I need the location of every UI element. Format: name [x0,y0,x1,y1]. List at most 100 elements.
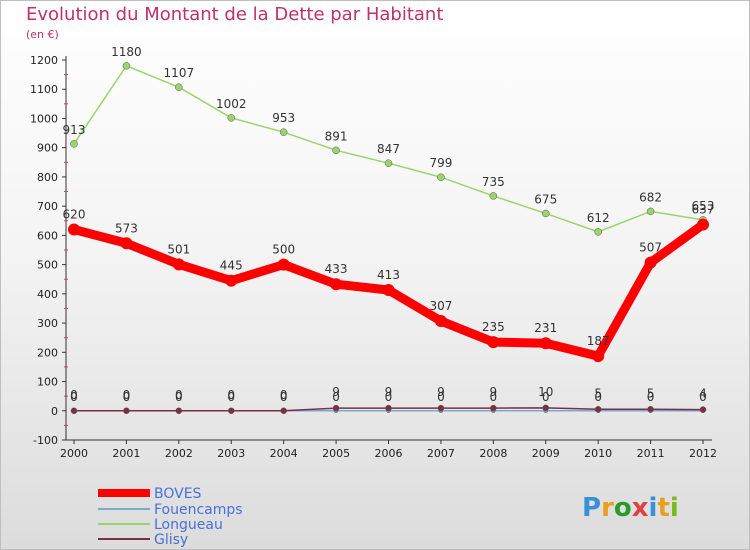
data-label-fouencamps: 0 [280,390,288,404]
data-point-boves [330,278,343,291]
data-point-longueau [70,140,78,148]
data-point-boves [172,258,185,271]
data-label-fouencamps: 0 [542,390,550,404]
y-tick-label: 100 [37,376,58,389]
y-tick-label: -100 [33,434,58,447]
proxiti-logo: Proxiti [582,493,679,523]
data-label-fouencamps: 0 [70,390,78,404]
data-label-glisy: 9 [437,385,445,399]
data-label-glisy: 5 [594,386,602,400]
y-tick-label: 500 [37,259,58,272]
data-label-boves: 445 [220,259,243,273]
data-label-fouencamps: 0 [123,390,131,404]
data-point-boves [277,258,290,271]
data-point-longueau [489,192,498,200]
data-point-glisy [175,407,183,415]
y-tick-label: 600 [37,229,58,242]
data-label-glisy: 9 [490,385,498,399]
data-point-longueau [437,173,445,181]
data-label-longueau: 675 [534,192,557,206]
data-label-fouencamps: 0 [385,390,393,404]
y-tick-label: 1200 [30,54,58,67]
data-point-boves [382,284,395,297]
data-label-glisy: 10 [538,385,553,399]
data-point-longueau [175,83,183,91]
data-point-boves [225,274,238,287]
data-label-longueau: 1107 [164,66,195,80]
data-label-longueau: 913 [63,123,86,137]
data-point-glisy [228,407,235,415]
x-tick-label: 2006 [375,447,403,460]
logo-letter: r [601,493,614,523]
data-label-glisy: 0 [227,388,235,402]
y-tick-label: 200 [37,346,58,359]
data-point-boves [487,336,500,349]
x-tick-label: 2003 [217,447,245,460]
data-label-boves: 235 [482,320,505,334]
chart-subtitle: (en €) [26,28,59,41]
x-tick-label: 2010 [584,447,612,460]
data-label-fouencamps: 0 [437,390,445,404]
data-point-glisy [647,406,654,413]
data-point-glisy [123,407,130,415]
data-point-glisy [280,407,287,415]
logo-letter: o [614,493,632,523]
data-point-longueau [542,209,550,218]
data-label-boves: 507 [639,241,662,255]
x-tick-label: 2009 [532,447,560,460]
legend-label-longueau: Longueau [154,517,223,533]
y-tick-label: 1100 [30,83,58,96]
data-point-boves [644,256,657,269]
data-point-boves [592,350,605,363]
data-label-longueau: 891 [325,129,348,143]
data-point-boves [539,337,552,350]
y-tick-label: 0 [51,405,58,418]
data-label-fouencamps: 0 [175,390,183,404]
x-tick-label: 2012 [689,447,717,460]
data-point-longueau [279,128,288,136]
data-label-longueau: 682 [639,190,662,204]
data-label-glisy: 0 [175,388,183,402]
data-point-glisy [437,404,445,412]
x-tick-label: 2011 [637,447,665,460]
x-tick-label: 2008 [479,447,507,460]
chart-title: Evolution du Montant de la Dette par Hab… [26,4,444,25]
y-tick-label: 400 [37,288,58,301]
data-point-longueau [227,114,235,122]
logo-letter: x [632,493,649,523]
data-label-glisy: 4 [699,387,707,401]
legend-label-boves: BOVES [154,486,202,502]
data-label-glisy: 9 [385,385,393,399]
y-tick-label: 900 [37,142,58,155]
x-tick-label: 2004 [270,447,298,460]
x-tick-label: 2002 [165,447,193,460]
data-label-fouencamps: 0 [699,390,707,404]
data-point-longueau [646,207,655,216]
data-label-boves: 307 [429,299,452,313]
data-point-glisy [385,404,392,412]
data-label-boves: 501 [167,242,190,256]
y-tick-label: 700 [37,200,58,213]
data-point-boves [697,218,709,231]
y-tick-label: 300 [37,317,58,330]
data-point-glisy [542,404,549,412]
data-label-longueau: 653 [692,199,715,213]
data-label-boves: 433 [325,262,348,276]
data-label-glisy: 0 [123,388,131,402]
x-tick-label: 2005 [322,447,350,460]
data-label-longueau: 1180 [111,45,142,59]
logo-letter: i [670,493,679,523]
data-label-fouencamps: 0 [227,390,235,404]
data-label-boves: 231 [534,321,557,335]
legend-label-fouencamps: Fouencamps [154,502,243,518]
data-label-longueau: 847 [377,142,400,156]
data-label-fouencamps: 0 [332,390,340,404]
data-point-longueau [122,62,131,70]
data-point-glisy [332,404,340,412]
x-tick-label: 2001 [112,447,140,460]
x-tick-label: 2000 [60,447,88,460]
legend-label-glisy: Glisy [154,532,188,548]
data-label-boves: 573 [115,221,138,235]
data-label-fouencamps: 0 [647,390,655,404]
data-label-glisy: 5 [647,386,655,400]
